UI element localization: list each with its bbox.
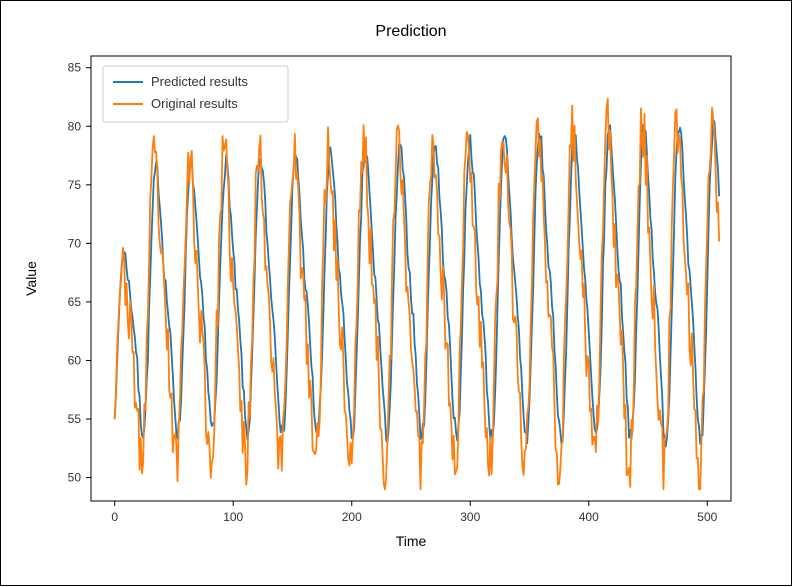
plot-frame bbox=[91, 56, 731, 501]
x-tick-label: 0 bbox=[111, 510, 118, 524]
y-tick-label: 85 bbox=[68, 61, 82, 75]
x-tick-label: 200 bbox=[342, 510, 362, 524]
x-axis-label: Time bbox=[396, 533, 427, 549]
x-tick-label: 400 bbox=[579, 510, 599, 524]
legend-label: Original results bbox=[151, 96, 238, 111]
x-tick-label: 500 bbox=[697, 510, 717, 524]
series-group bbox=[115, 99, 719, 490]
legend: Predicted results Original results bbox=[103, 66, 288, 122]
y-axis-label: Value bbox=[23, 261, 39, 296]
x-tick-label: 100 bbox=[223, 510, 243, 524]
y-tick-label: 75 bbox=[68, 178, 82, 192]
y-tick-label: 65 bbox=[68, 295, 82, 309]
x-tick-label: 300 bbox=[460, 510, 480, 524]
y-tick-label: 60 bbox=[68, 353, 82, 367]
chart-title: Prediction bbox=[375, 23, 446, 40]
y-tick-label: 70 bbox=[68, 236, 82, 250]
chart-container: Prediction 50 55 60 65 70 75 80 85 0 100 200 300 40… bbox=[0, 0, 792, 586]
y-tick-label: 55 bbox=[68, 412, 82, 426]
y-axis: 50 55 60 65 70 75 80 85 bbox=[68, 61, 91, 485]
chart-svg: Prediction 50 55 60 65 70 75 80 85 0 100 200 300 40… bbox=[1, 1, 792, 587]
x-axis: 0 100 200 300 400 500 bbox=[111, 501, 717, 524]
y-tick-label: 50 bbox=[68, 471, 82, 485]
legend-label: Predicted results bbox=[151, 74, 248, 89]
y-tick-label: 80 bbox=[68, 119, 82, 133]
